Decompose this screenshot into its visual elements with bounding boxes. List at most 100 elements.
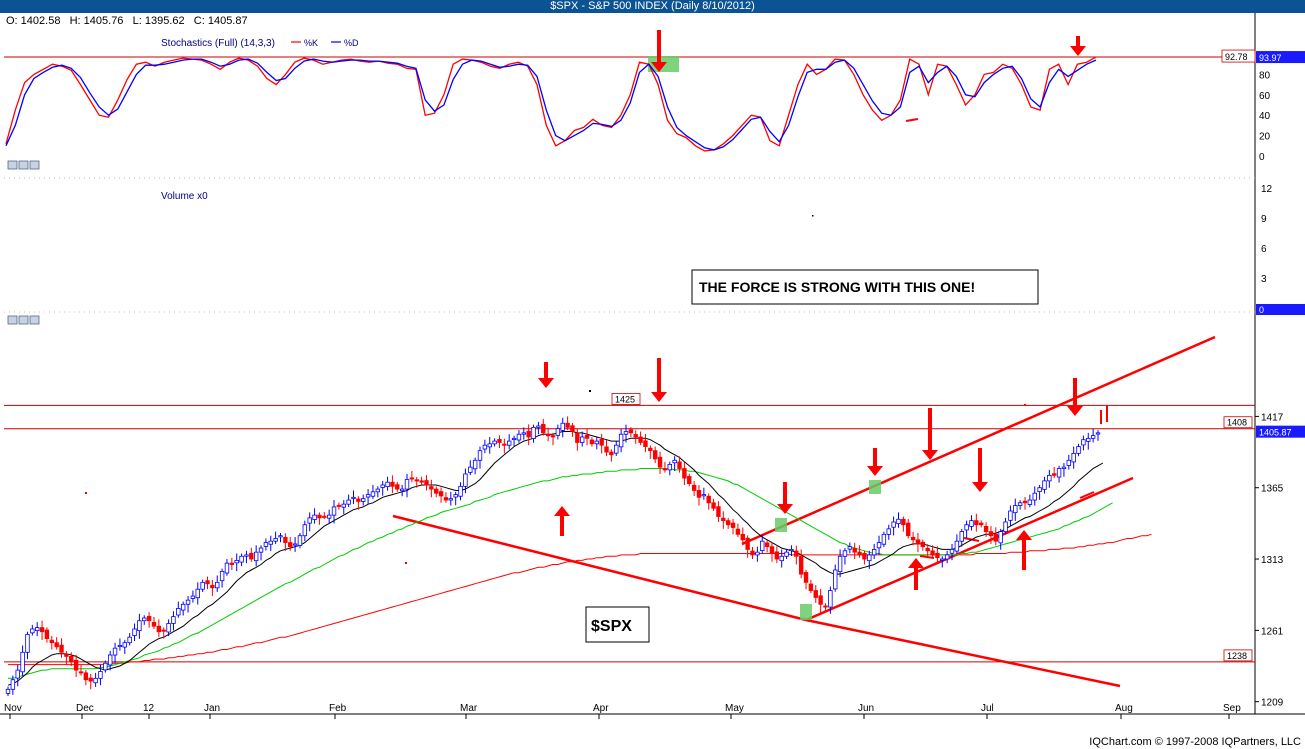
down-arrow-shaft <box>1076 36 1080 46</box>
trend-line <box>805 618 1121 688</box>
volume-current-value: 0 <box>1259 305 1264 315</box>
panel-toggle-icon[interactable] <box>29 160 40 170</box>
down-arrow <box>538 362 554 388</box>
down-arrow-shaft <box>1073 378 1077 406</box>
panel-toggle-icon[interactable] <box>7 160 18 170</box>
price-bar <box>205 580 210 585</box>
stoch-tick-label: 40 <box>1259 111 1271 122</box>
price-bar <box>176 608 181 616</box>
price-bar <box>745 537 750 550</box>
price-bar <box>784 551 789 557</box>
price-bar <box>760 540 765 551</box>
price-bar <box>477 450 483 461</box>
stoch-line-k <box>5 56 1097 152</box>
price-bar <box>536 425 541 428</box>
price-bars <box>5 416 1101 697</box>
panel-toggle-icon[interactable] <box>7 315 18 325</box>
price-bar <box>215 581 220 589</box>
down-arrow-shaft <box>657 30 661 62</box>
x-tick-label: Aug <box>1115 703 1133 714</box>
price-bar <box>1037 487 1042 492</box>
price-bar <box>623 431 629 435</box>
down-arrow <box>651 358 667 402</box>
price-bar <box>312 514 317 520</box>
close-value: C: 1405.87 <box>193 15 248 27</box>
x-tick-label: Mar <box>460 703 478 714</box>
price-bar <box>375 488 381 493</box>
price-bar <box>1047 474 1052 482</box>
down-arrow-head <box>922 450 938 460</box>
price-bar <box>1076 446 1081 454</box>
stochastics-title: Stochastics (Full) (14,3,3) <box>161 38 275 49</box>
price-bar <box>935 552 940 559</box>
price-bar <box>1095 432 1101 435</box>
down-arrow-head <box>867 466 883 476</box>
price-bar <box>740 533 745 541</box>
price-bar <box>1066 459 1072 466</box>
stray-dot <box>85 492 87 494</box>
price-bar <box>190 595 196 599</box>
down-arrow-shaft <box>783 482 787 504</box>
price-bar <box>813 590 818 598</box>
price-bar <box>862 552 867 560</box>
price-bar <box>395 484 400 490</box>
price-bar <box>83 672 89 681</box>
price-bar <box>326 514 332 519</box>
price-bar <box>273 538 278 542</box>
down-arrow-head <box>538 378 554 388</box>
up-arrow <box>908 558 924 590</box>
down-arrow-shaft <box>873 448 877 466</box>
trend-line <box>805 476 1134 622</box>
up-arrow-head <box>554 506 570 516</box>
price-bar <box>151 621 157 627</box>
price-bar <box>88 677 93 682</box>
price-bar <box>643 440 648 447</box>
price-bar <box>370 491 376 497</box>
price-bar <box>117 645 123 648</box>
price-bar <box>755 551 760 556</box>
price-bar <box>555 428 561 436</box>
price-bar <box>244 554 249 557</box>
price-bar <box>185 599 191 605</box>
price-bar <box>896 518 901 525</box>
price-bar <box>409 477 415 480</box>
stoch-tick-label: 60 <box>1259 91 1271 102</box>
price-bar <box>852 547 857 553</box>
price-bar <box>1013 505 1018 514</box>
panel-toggle-icon[interactable] <box>18 315 29 325</box>
stoch-reference-label: 92.78 <box>1225 52 1248 62</box>
down-arrow-head <box>1070 46 1086 56</box>
price-bar <box>380 484 385 488</box>
price-bar <box>98 671 103 679</box>
stoch-tick-label: 20 <box>1259 132 1271 143</box>
price-bar <box>59 644 64 653</box>
price-bar <box>920 541 926 548</box>
price-bar <box>166 623 171 633</box>
price-bar <box>307 517 312 524</box>
price-bar <box>803 572 809 583</box>
price-bar <box>638 436 643 443</box>
low-value: L: 1395.62 <box>132 15 185 27</box>
price-bar <box>652 450 658 460</box>
price-bar <box>399 488 405 492</box>
price-bar <box>599 439 604 446</box>
price-bar <box>268 540 273 545</box>
price-bar <box>64 653 69 657</box>
up-arrow-head <box>1016 530 1032 540</box>
annotation-frame <box>691 269 1039 305</box>
price-bar <box>15 669 20 679</box>
price-bar <box>492 440 497 445</box>
open-value: O: 1402.58 <box>6 15 61 27</box>
price-bar <box>954 540 960 552</box>
x-tick-label: Jan <box>204 703 220 714</box>
down-arrow <box>1070 36 1086 56</box>
panel-toggle-icon[interactable] <box>29 315 40 325</box>
volume-tick-label: 3 <box>1261 274 1267 285</box>
price-bar <box>507 440 512 446</box>
stoch-mark <box>905 118 919 122</box>
panel-toggle-icon[interactable] <box>18 160 29 170</box>
stoch-current-tag <box>1256 51 1305 64</box>
price-bar <box>1017 502 1023 506</box>
price-bar <box>1052 473 1057 476</box>
